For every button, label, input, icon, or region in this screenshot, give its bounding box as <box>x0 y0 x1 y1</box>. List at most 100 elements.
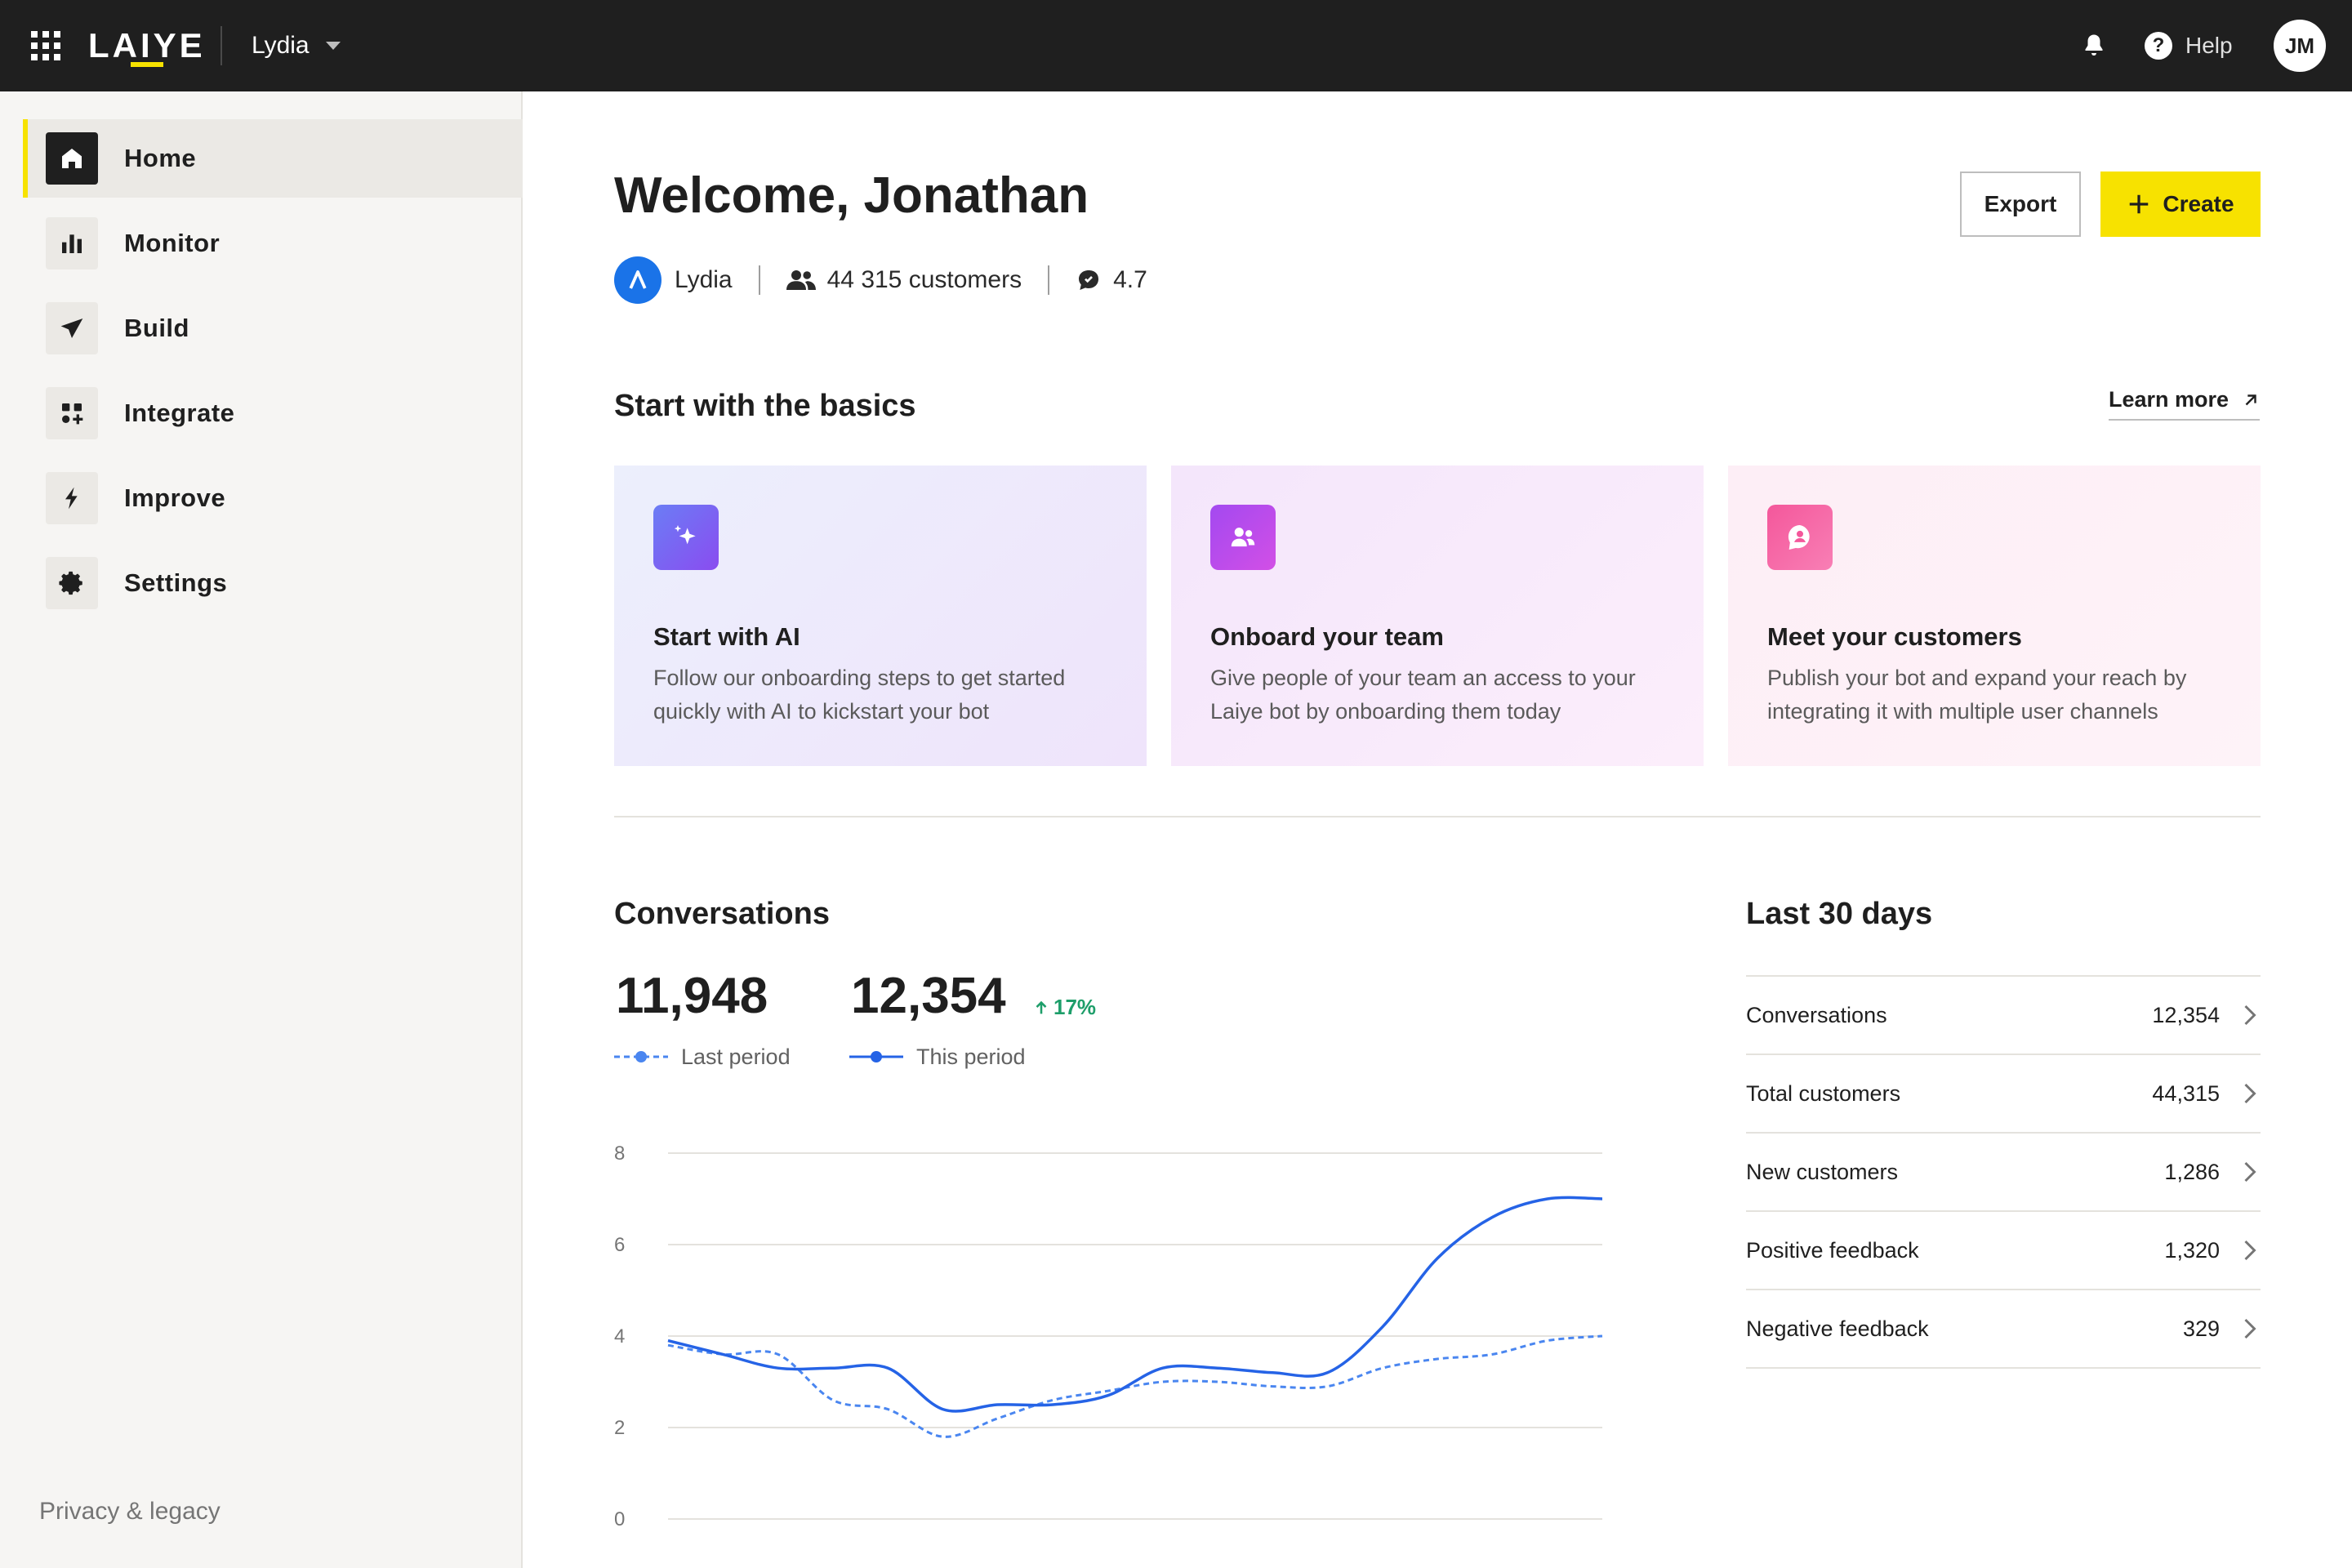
stat-label: New customers <box>1746 1159 1899 1184</box>
arrow-up-icon <box>1036 1000 1047 1013</box>
learn-more-link[interactable]: Learn more <box>2109 387 2261 421</box>
y-tick-label: 8 <box>614 1143 625 1165</box>
card-title: Start with AI <box>653 622 800 651</box>
stat-label: Negative feedback <box>1746 1316 1929 1341</box>
home-icon <box>46 132 98 185</box>
delta-value: 17% <box>1054 995 1097 1019</box>
brand-logo[interactable]: LAIYE <box>88 23 206 69</box>
delta-badge: 17% <box>1032 995 1096 1020</box>
privacy-link[interactable]: Privacy & legacy <box>39 1498 220 1525</box>
sidebar-item-label: Integrate <box>124 399 235 427</box>
stat-value: 329 <box>2182 1316 2220 1341</box>
workspace-selector[interactable]: Lydia <box>252 26 341 65</box>
legend-label: This period <box>916 1044 1026 1069</box>
conversations-title: Conversations <box>614 897 830 931</box>
stat-value: 1,286 <box>2164 1159 2220 1184</box>
stat-row-conversations[interactable]: Conversations 12,354 <box>1746 977 2261 1055</box>
series-line-last-period <box>667 1334 1603 1438</box>
stat-row-negative-feedback[interactable]: Negative feedback 329 <box>1746 1290 2261 1369</box>
chevron-right-icon <box>2244 1161 2256 1183</box>
customer-count: 44 315 customers <box>826 266 1022 293</box>
section-divider <box>614 816 2261 817</box>
avatar[interactable]: JM <box>2274 20 2326 72</box>
bar-chart-icon <box>46 217 98 270</box>
app-grid-icon[interactable] <box>31 31 60 60</box>
card-description: Publish your bot and expand your reach b… <box>1767 666 2187 724</box>
gear-icon <box>46 557 98 609</box>
sidebar-item-home[interactable]: Home <box>23 119 523 198</box>
help-button[interactable]: ? Help <box>2145 29 2233 62</box>
basics-title: Start with the basics <box>614 389 916 423</box>
stat-value: 12,354 <box>2152 1002 2220 1027</box>
card-description: Give people of your team an access to yo… <box>1210 666 1636 724</box>
chevron-right-icon <box>2244 1240 2256 1261</box>
card-meet-customers[interactable]: Meet your customers Publish your bot and… <box>1728 466 2261 766</box>
solid-line-marker-icon <box>849 1051 903 1062</box>
workspace-name: Lydia <box>252 32 310 59</box>
sidebar-item-monitor[interactable]: Monitor <box>23 204 523 283</box>
top-bar: LAIYE Lydia ? Help JM <box>0 0 2352 91</box>
this-period-value: 12,354 <box>851 968 1006 1024</box>
lightning-icon <box>46 472 98 524</box>
series-line-this-period <box>667 1196 1603 1413</box>
chevron-down-icon <box>325 42 341 50</box>
stat-value: 1,320 <box>2164 1237 2220 1263</box>
sidebar-item-label: Build <box>124 314 189 342</box>
stat-value: 44,315 <box>2152 1080 2220 1106</box>
sidebar-item-improve[interactable]: Improve <box>23 459 523 537</box>
learn-more-label: Learn more <box>2109 387 2230 412</box>
notification-bell-icon[interactable] <box>2079 31 2109 60</box>
team-icon <box>1210 505 1276 570</box>
y-tick-label: 4 <box>614 1325 625 1348</box>
topbar-divider <box>220 26 222 65</box>
sidebar-item-label: Home <box>124 144 197 172</box>
sidebar-item-settings[interactable]: Settings <box>23 544 523 622</box>
plus-icon <box>2130 194 2149 214</box>
customer-chat-icon <box>1767 505 1833 570</box>
stat-row-positive-feedback[interactable]: Positive feedback 1,320 <box>1746 1212 2261 1290</box>
last30-stats: Conversations 12,354 Total customers 44,… <box>1746 975 2261 1369</box>
conversations-chart: 0 2 4 6 8 <box>614 1143 1603 1530</box>
bot-name: Lydia <box>675 266 733 293</box>
sidebar-item-build[interactable]: Build <box>23 289 523 368</box>
sidebar-item-integrate[interactable]: Integrate <box>23 374 523 452</box>
card-description: Follow our onboarding steps to get start… <box>653 666 1066 724</box>
last-period-value: 11,948 <box>616 968 768 1024</box>
sidebar-item-label: Settings <box>124 568 228 597</box>
stat-row-total-customers[interactable]: Total customers 44,315 <box>1746 1055 2261 1134</box>
card-title: Meet your customers <box>1767 622 2022 651</box>
create-label: Create <box>2163 191 2234 216</box>
card-start-with-ai[interactable]: Start with AI Follow our onboarding step… <box>614 466 1147 766</box>
y-tick-label: 2 <box>614 1417 625 1439</box>
arrow-up-right-icon <box>2245 394 2256 405</box>
y-tick-label: 6 <box>614 1234 625 1256</box>
dashed-line-marker-icon <box>614 1051 668 1062</box>
help-icon: ? <box>2145 32 2172 60</box>
stat-label: Total customers <box>1746 1080 1901 1106</box>
sidebar-item-label: Monitor <box>124 229 220 257</box>
legend-label: Last period <box>681 1044 791 1069</box>
sidebar-item-label: Improve <box>124 483 226 512</box>
stat-label: Conversations <box>1746 1002 1887 1027</box>
paper-plane-icon <box>46 302 98 354</box>
meta-divider <box>1048 265 1050 295</box>
stat-label: Positive feedback <box>1746 1237 1919 1263</box>
card-onboard-team[interactable]: Onboard your team Give people of your te… <box>1171 466 1704 766</box>
bot-logo-icon <box>614 256 662 304</box>
sparkle-icon <box>653 505 719 570</box>
create-button[interactable]: Create <box>2100 172 2261 237</box>
legend-last-period: Last period <box>614 1040 791 1073</box>
page-title: Welcome, Jonathan <box>614 167 1089 224</box>
stat-row-new-customers[interactable]: New customers 1,286 <box>1746 1134 2261 1212</box>
sidebar: Home Monitor Build Integrate Improve Set… <box>0 91 523 1568</box>
users-icon <box>786 269 816 292</box>
legend-this-period: This period <box>849 1040 1026 1073</box>
integrate-icon <box>46 387 98 439</box>
chevron-right-icon <box>2244 1004 2256 1026</box>
chat-bubble-icon <box>1076 267 1102 293</box>
chevron-right-icon <box>2244 1083 2256 1104</box>
meta-divider <box>758 265 760 295</box>
last30-title: Last 30 days <box>1746 897 1933 931</box>
card-title: Onboard your team <box>1210 622 1444 651</box>
export-button[interactable]: Export <box>1960 172 2081 237</box>
